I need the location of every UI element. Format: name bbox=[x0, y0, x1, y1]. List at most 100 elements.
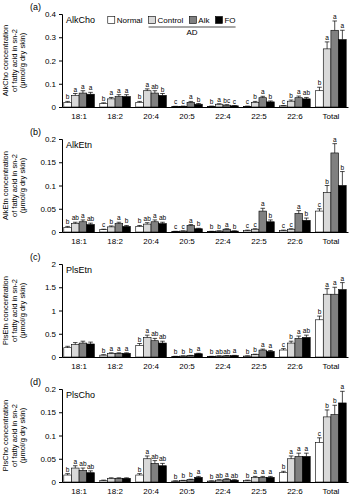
x-tick: 20:5 bbox=[179, 112, 195, 121]
bar bbox=[100, 481, 108, 482]
error-bar bbox=[145, 223, 150, 224]
significance-letter: b bbox=[138, 466, 142, 473]
error-cap bbox=[253, 228, 258, 229]
error-bar bbox=[160, 94, 165, 96]
error-cap bbox=[153, 338, 158, 339]
error-bar bbox=[73, 466, 78, 468]
error-cap bbox=[65, 473, 70, 474]
error-cap bbox=[232, 479, 237, 480]
bar bbox=[151, 222, 159, 232]
error-bar bbox=[81, 220, 86, 222]
error-bar bbox=[153, 338, 158, 340]
legend-swatch bbox=[149, 17, 156, 24]
error-bar bbox=[196, 103, 201, 105]
error-bar bbox=[88, 471, 93, 473]
error-bar bbox=[124, 225, 129, 227]
bar bbox=[215, 480, 223, 482]
significance-letter: b bbox=[125, 217, 129, 224]
axis-title: (μmol/g dry skin) bbox=[18, 407, 27, 463]
bar bbox=[244, 231, 252, 232]
x-tick: 18:2 bbox=[107, 237, 123, 246]
error-cap bbox=[88, 223, 93, 224]
error-bar bbox=[153, 220, 158, 222]
axis-line bbox=[63, 107, 349, 108]
bar bbox=[316, 442, 324, 482]
error-cap bbox=[101, 480, 106, 481]
tick-label: 0.05 bbox=[40, 205, 56, 214]
error-cap bbox=[289, 341, 294, 342]
error-bar bbox=[268, 100, 273, 102]
tick-label: 22:5 bbox=[251, 112, 267, 121]
error-bar bbox=[325, 410, 330, 417]
error-bar bbox=[232, 230, 237, 231]
error-cap bbox=[109, 97, 114, 98]
tick-mark bbox=[59, 436, 62, 437]
significance-letter: a bbox=[341, 22, 345, 29]
error-bar bbox=[137, 225, 142, 227]
panel-label: (c) bbox=[30, 252, 41, 262]
error-cap bbox=[260, 476, 265, 477]
x-tick: 22:4 bbox=[215, 237, 231, 246]
y-tick: 0 bbox=[52, 478, 62, 487]
significance-letter: b bbox=[233, 223, 237, 230]
tick-label: 20:4 bbox=[143, 237, 159, 246]
bar bbox=[136, 345, 144, 357]
significance-letter: b bbox=[189, 471, 193, 478]
significance-letter: b bbox=[210, 348, 214, 355]
significance-letter: b bbox=[269, 212, 273, 219]
bar bbox=[71, 95, 79, 107]
tick-label: Total bbox=[322, 487, 339, 496]
error-cap bbox=[181, 106, 186, 107]
error-line bbox=[327, 186, 328, 193]
bar bbox=[71, 468, 79, 482]
error-bar bbox=[260, 476, 265, 478]
error-bar bbox=[81, 468, 86, 470]
bar bbox=[71, 344, 79, 357]
tick-label: 22:6 bbox=[287, 487, 303, 496]
tick-label: 18:2 bbox=[107, 237, 123, 246]
error-bar bbox=[304, 218, 309, 220]
error-cap bbox=[340, 282, 345, 283]
error-cap bbox=[209, 480, 214, 481]
bar bbox=[339, 403, 347, 482]
bar bbox=[71, 224, 79, 232]
error-bar bbox=[181, 106, 186, 107]
bar bbox=[303, 220, 311, 232]
error-cap bbox=[101, 102, 106, 103]
error-bar bbox=[101, 102, 106, 104]
error-line bbox=[327, 289, 328, 295]
significance-letter: bc bbox=[223, 97, 231, 104]
significance-letter: a bbox=[117, 345, 121, 352]
significance-letter: a bbox=[325, 281, 329, 288]
y-tick: 0.3 bbox=[45, 33, 62, 42]
error-bar bbox=[209, 231, 214, 232]
error-cap bbox=[317, 437, 322, 438]
error-cap bbox=[245, 230, 250, 231]
bar bbox=[79, 222, 87, 232]
tick-label: 20:5 bbox=[179, 362, 195, 371]
error-cap bbox=[245, 480, 250, 481]
error-cap bbox=[88, 92, 93, 93]
error-bar bbox=[225, 355, 230, 356]
x-tick: Total bbox=[322, 362, 339, 371]
error-cap bbox=[260, 208, 265, 209]
tick-label: 0 bbox=[52, 228, 57, 237]
significance-letter: a bbox=[153, 212, 157, 219]
bar bbox=[172, 356, 180, 357]
bar bbox=[123, 353, 131, 357]
x-axis: 18:118:220:420:522:422:522:6Total bbox=[63, 358, 349, 371]
significance-letter: a bbox=[333, 136, 337, 143]
error-cap bbox=[296, 96, 301, 97]
bar bbox=[215, 231, 223, 232]
significance-letter: a bbox=[109, 89, 113, 96]
bar bbox=[136, 102, 144, 107]
bar bbox=[123, 97, 131, 107]
error-bar bbox=[289, 341, 294, 343]
panel-label: (a) bbox=[30, 2, 41, 12]
significance-letter: a bbox=[125, 87, 129, 94]
significance-letter: a bbox=[297, 88, 301, 95]
error-cap bbox=[65, 101, 70, 102]
tick-label: 20:4 bbox=[143, 112, 159, 121]
y-tick: 1.5 bbox=[45, 283, 62, 292]
title: PlsCho bbox=[66, 390, 95, 400]
